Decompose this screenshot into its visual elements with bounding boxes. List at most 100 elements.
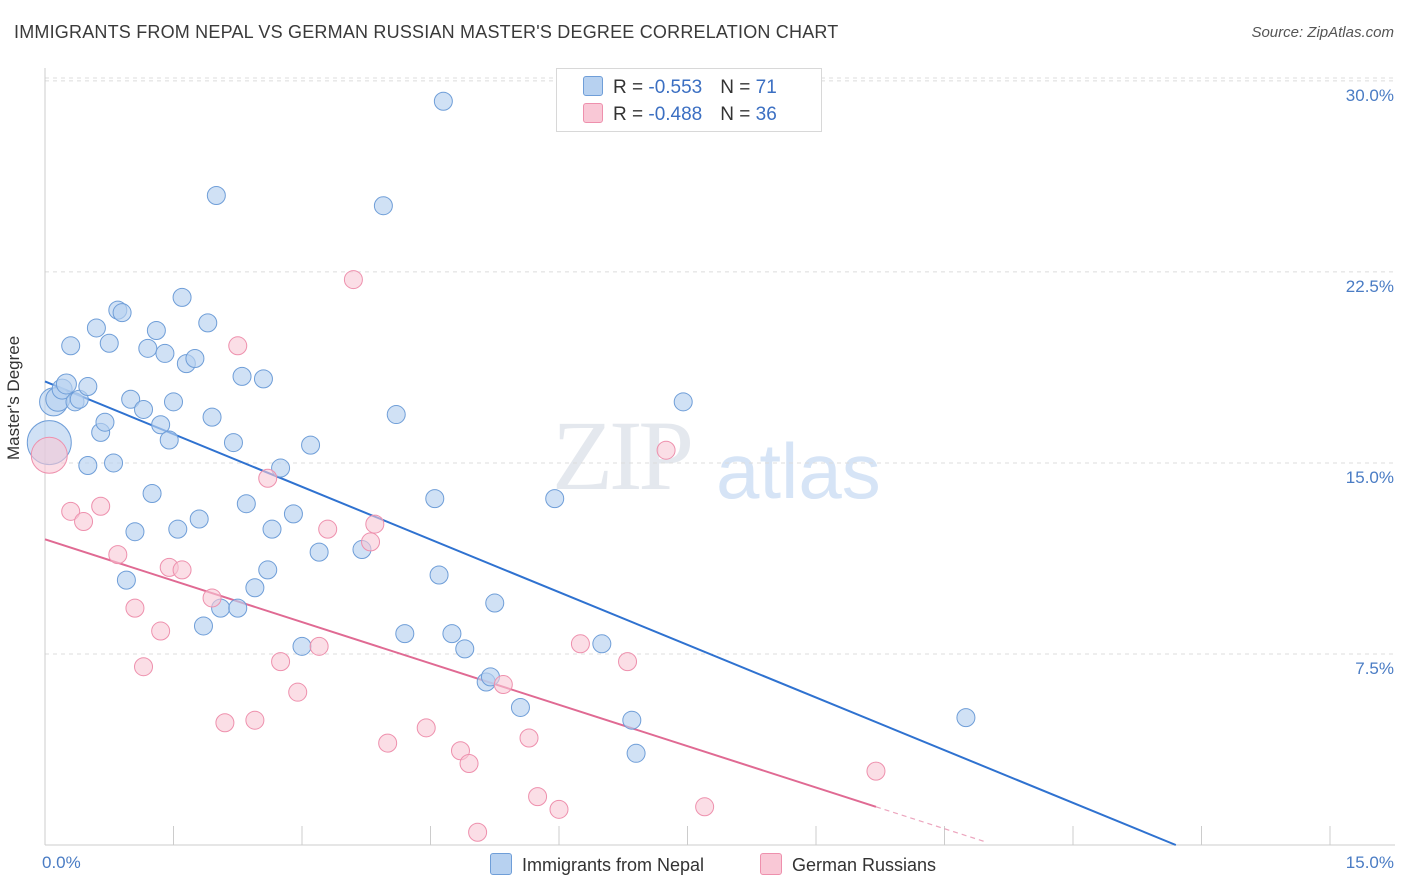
legend-row-nepal: R = -0.553 N = 71	[583, 76, 777, 99]
point-german-russian	[91, 496, 111, 516]
y-tick-label: 30.0%	[1345, 86, 1394, 105]
point-nepal	[121, 389, 141, 409]
point-german-russian	[468, 822, 488, 842]
point-nepal	[61, 336, 81, 356]
point-nepal	[164, 392, 183, 412]
point-nepal	[142, 484, 162, 504]
point-german-russian	[528, 787, 548, 807]
point-nepal	[626, 743, 646, 763]
point-nepal	[271, 458, 291, 478]
point-nepal	[309, 542, 329, 562]
grid-lines	[45, 77, 1395, 655]
point-nepal	[151, 415, 171, 435]
trend-line-german-russians	[44, 538, 877, 808]
point-german-russian	[866, 761, 886, 781]
legend-r-value: -0.553	[648, 77, 703, 98]
point-nepal	[55, 373, 77, 395]
point-nepal	[673, 392, 693, 412]
legend-n-label: N =	[720, 104, 756, 125]
point-german-russian	[695, 797, 715, 817]
point-nepal	[956, 708, 976, 728]
legend-swatch-pink	[583, 103, 603, 123]
trend-lines	[44, 380, 1177, 846]
point-nepal	[373, 196, 393, 216]
point-nepal	[168, 519, 188, 539]
point-nepal	[134, 399, 154, 419]
point-nepal	[146, 321, 166, 341]
point-nepal	[442, 624, 462, 644]
bottom-legend-swatch-pink	[760, 853, 782, 875]
point-nepal	[193, 616, 213, 636]
watermark-atlas: atlas	[716, 427, 881, 515]
point-nepal	[125, 522, 145, 542]
point-german-russian	[343, 270, 363, 290]
point-german-russian	[74, 512, 94, 532]
y-tick-label: 7.5%	[1355, 659, 1394, 678]
point-nepal	[292, 636, 312, 656]
series-german-russian-points	[30, 270, 886, 842]
point-nepal	[485, 593, 505, 613]
y-axis-label: Master's Degree	[4, 335, 23, 460]
point-nepal	[112, 303, 132, 323]
point-nepal	[262, 519, 282, 539]
point-nepal	[99, 333, 119, 353]
legend-swatch-blue	[583, 76, 603, 96]
point-nepal	[245, 578, 265, 598]
legend-n-value: 71	[755, 77, 777, 98]
point-german-russian	[61, 501, 81, 521]
legend: R = -0.553 N = 71 R = -0.488 N = 36	[556, 68, 822, 132]
point-german-russian	[258, 468, 278, 488]
series-nepal-points	[26, 91, 976, 763]
point-nepal	[395, 624, 415, 644]
point-german-russian	[493, 675, 513, 695]
point-nepal	[155, 343, 175, 363]
point-german-russian	[361, 532, 381, 552]
legend-r-label: R =	[613, 77, 649, 98]
point-nepal	[116, 570, 136, 590]
bottom-legend-nepal: Immigrants from Nepal	[490, 853, 704, 876]
legend-r-label: R =	[613, 104, 649, 125]
point-nepal	[455, 639, 475, 659]
point-german-russian	[271, 652, 291, 672]
point-nepal	[386, 405, 406, 425]
point-nepal	[545, 489, 565, 509]
point-nepal	[232, 366, 252, 386]
point-nepal	[138, 338, 158, 358]
bottom-legend-label: Immigrants from Nepal	[522, 855, 705, 875]
point-german-russian	[288, 682, 308, 702]
point-german-russian	[30, 436, 68, 474]
point-nepal	[78, 377, 98, 397]
point-nepal	[236, 494, 256, 514]
point-nepal	[86, 318, 106, 338]
y-tick-label: 15.0%	[1345, 468, 1394, 487]
point-nepal	[258, 560, 278, 580]
chart-title: IMMIGRANTS FROM NEPAL VS GERMAN RUSSIAN …	[14, 22, 839, 42]
point-nepal	[185, 349, 205, 369]
point-nepal	[223, 433, 243, 453]
point-german-russian	[134, 657, 154, 677]
point-german-russian	[365, 514, 385, 534]
point-german-russian	[549, 799, 569, 819]
point-german-russian	[172, 560, 192, 580]
point-german-russian	[378, 733, 398, 753]
point-german-russian	[318, 519, 338, 539]
source-label: Source: ZipAtlas.com	[1251, 24, 1394, 41]
legend-n-label: N =	[720, 77, 756, 98]
y-tick-label: 22.5%	[1345, 277, 1394, 296]
point-nepal	[433, 91, 453, 111]
point-german-russian	[245, 710, 265, 730]
trend-line-german-russians-extension	[875, 806, 988, 844]
point-german-russian	[570, 634, 590, 654]
point-nepal	[283, 504, 303, 524]
point-german-russian	[459, 753, 479, 773]
point-nepal	[172, 287, 192, 307]
point-nepal	[104, 453, 124, 473]
point-german-russian	[202, 588, 222, 608]
x-tick-label: 0.0%	[42, 853, 81, 872]
x-tick-label: 15.0%	[1345, 853, 1394, 872]
point-nepal	[228, 598, 248, 618]
trend-line-nepal	[44, 380, 1177, 846]
point-nepal	[592, 634, 612, 654]
bottom-legend-german-russians: German Russians	[760, 853, 936, 876]
legend-n-value: 36	[755, 104, 777, 125]
